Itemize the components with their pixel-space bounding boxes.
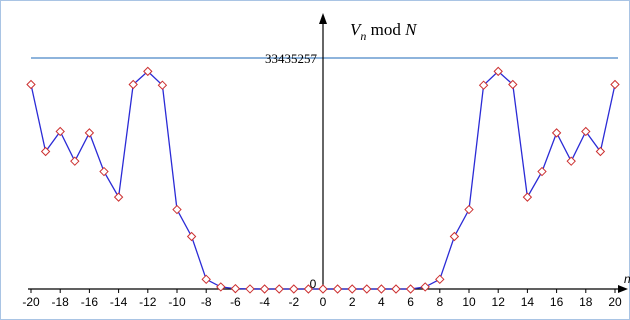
data-point (274, 284, 284, 294)
data-point (201, 274, 211, 285)
data-point (318, 284, 328, 294)
data-point (478, 80, 489, 90)
data-point (493, 66, 503, 77)
data-point (113, 192, 124, 202)
x-tick-label: 10 (462, 295, 476, 309)
data-point (26, 79, 36, 90)
data-point (464, 204, 474, 215)
x-tick-label: -10 (168, 295, 186, 309)
y-axis-arrow (319, 13, 327, 24)
x-tick-label: 12 (492, 295, 506, 309)
x-tick-label: -18 (52, 295, 70, 309)
reference-value-label: 33435257 (265, 51, 318, 66)
data-point (70, 156, 80, 166)
data-point (332, 284, 343, 294)
data-point (172, 204, 182, 215)
data-point (55, 126, 65, 137)
x-axis-label: n (624, 272, 630, 286)
data-point (522, 192, 533, 202)
x-tick-label: -6 (230, 295, 241, 309)
data-point (391, 284, 401, 294)
data-point (259, 284, 270, 294)
y-zero-label: 0 (310, 277, 317, 291)
x-tick-label: 18 (579, 295, 593, 309)
data-point (405, 284, 416, 294)
data-point (566, 156, 576, 166)
data-point (289, 284, 299, 294)
data-point (84, 128, 95, 138)
data-point (157, 80, 168, 90)
data-point (376, 284, 387, 294)
x-tick-label: 16 (550, 295, 564, 309)
data-point (420, 282, 430, 292)
data-point (362, 284, 372, 294)
x-tick-label: -2 (288, 295, 299, 309)
data-point (128, 79, 138, 90)
x-tick-label: 6 (407, 295, 414, 309)
x-tick-label: -16 (81, 295, 99, 309)
x-tick-label: 4 (378, 295, 385, 309)
data-point (347, 284, 357, 294)
x-tick-label: -20 (22, 295, 40, 309)
title-mod: mod (366, 20, 405, 39)
data-point (245, 284, 255, 294)
x-tick-label: 14 (521, 295, 535, 309)
title-modulus: N (404, 20, 418, 39)
series-markers (26, 66, 620, 294)
x-tick-label: -4 (259, 295, 270, 309)
x-tick-label: 20 (608, 295, 622, 309)
data-point (508, 79, 518, 90)
x-tick-label: 2 (349, 295, 356, 309)
x-tick-labels: -20 -18 -16 -14 -12 -10 -8 -6 -4 -2 0 2 4 6 8 10 12 14 16 1… (22, 295, 622, 309)
data-point (216, 282, 226, 292)
x-axis-arrow (618, 285, 628, 293)
data-point (595, 146, 606, 157)
data-point (581, 126, 591, 137)
data-point (449, 231, 460, 242)
data-point (537, 166, 547, 177)
data-point (99, 166, 109, 177)
chart-title: Vn mod N (350, 20, 418, 43)
title-variable: V (350, 20, 363, 39)
x-tick-label: 0 (320, 295, 327, 309)
data-point (230, 283, 241, 294)
data-point (610, 79, 620, 90)
data-point (435, 274, 445, 285)
x-tick-label: -14 (110, 295, 128, 309)
data-point (551, 128, 562, 138)
title-subscript: n (360, 29, 366, 43)
data-point (40, 146, 51, 157)
data-point (186, 231, 197, 242)
x-tick-label: 8 (436, 295, 443, 309)
x-tick-label: -8 (201, 295, 212, 309)
data-point (143, 66, 153, 77)
data-point (303, 284, 314, 294)
x-tick-label: -12 (139, 295, 157, 309)
